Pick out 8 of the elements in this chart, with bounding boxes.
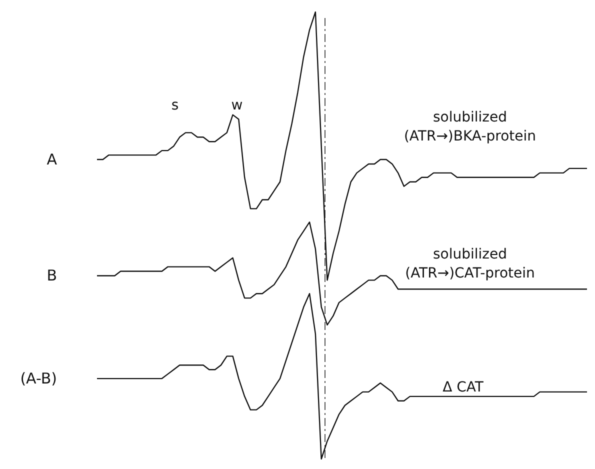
- text: (A-B): [20, 370, 57, 388]
- annotation: s: [171, 98, 179, 114]
- annotation: solubilized (ATR→)CAT-protein: [405, 246, 535, 282]
- annotation: w: [231, 98, 243, 114]
- text: A: [46, 150, 58, 169]
- annotation: Δ CAT: [442, 380, 484, 396]
- annotation: solubilized (ATR→)BKA-protein: [404, 110, 536, 144]
- text: B: [46, 266, 57, 285]
